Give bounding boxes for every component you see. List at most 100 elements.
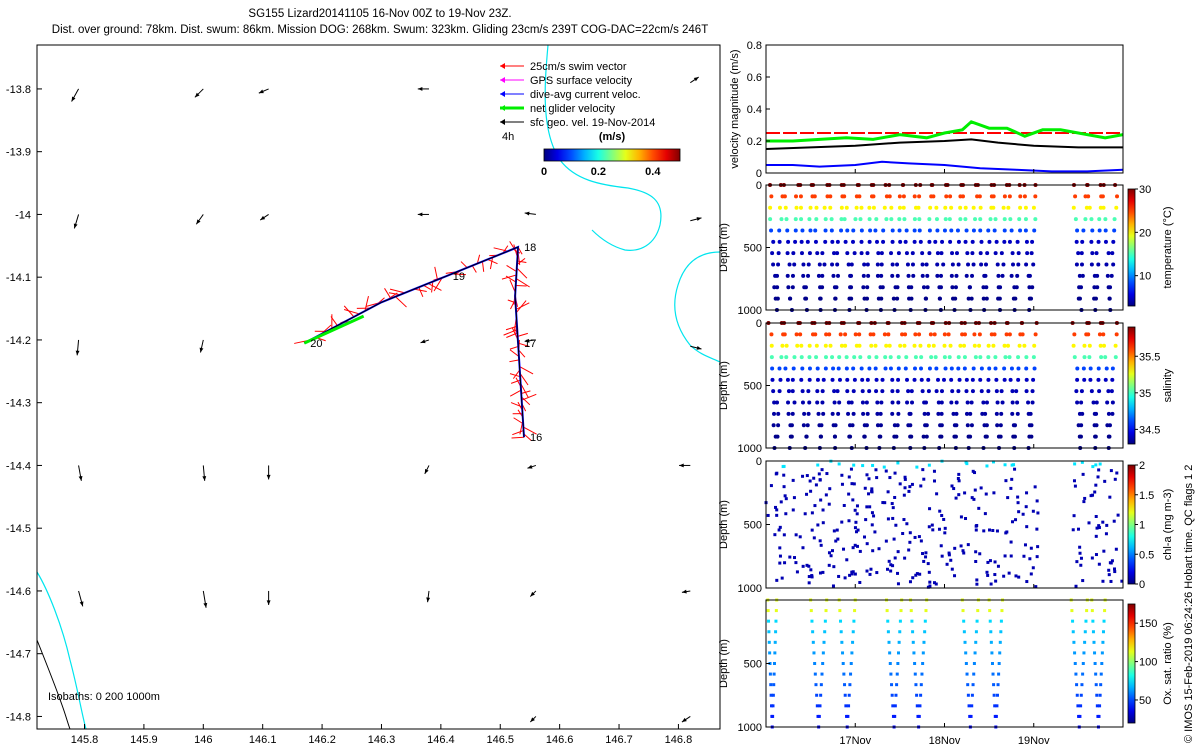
map-x-tick-label: 146.3 — [368, 734, 396, 746]
swim-vector — [506, 264, 517, 272]
legend-label: GPS surface velocity — [530, 75, 633, 87]
sfc-velocity-arrowhead — [696, 217, 702, 221]
salinity-y-tick-label: 0 — [756, 318, 762, 330]
oxygen-colorbar-label: Ox. sat. ratio (%) — [1162, 622, 1174, 705]
sfc-velocity-arrowhead — [527, 464, 533, 469]
swim-vector — [517, 332, 528, 337]
map-x-tick-label: 145.8 — [71, 734, 99, 746]
glider-track — [304, 246, 525, 438]
colorbar-unit-label: (m/s) — [599, 131, 626, 143]
oxygen-colorbar-tick-label: 100 — [1139, 657, 1157, 669]
swim-vector — [431, 281, 434, 293]
isobath-line-deep — [36, 639, 71, 730]
chla-y-tick-label: 500 — [744, 520, 762, 532]
sfc-velocity-arrowhead — [75, 350, 80, 356]
legend-label: net glider velocity — [530, 103, 615, 115]
track-day-label: 17 — [524, 338, 536, 350]
swim-vector — [487, 258, 498, 265]
sfc-velocity-arrowhead — [420, 339, 426, 344]
swim-vector — [520, 383, 529, 398]
legend-arrowhead — [500, 91, 505, 97]
oxygen-axes — [765, 599, 1124, 728]
oxygen-profile-points — [766, 598, 1107, 729]
swim-vector — [343, 309, 360, 315]
swim-vector — [509, 349, 520, 357]
swim-vector — [512, 369, 521, 379]
track-day-label: 20 — [310, 338, 322, 350]
temperature-colorbar-label: temperature (°C) — [1162, 206, 1174, 288]
sfc-velocity-arrowhead — [78, 475, 83, 481]
map-y-tick-label: -13.9 — [6, 147, 31, 159]
chla-colorbar-tick-label: 2 — [1139, 460, 1145, 472]
legend-arrowhead — [500, 63, 505, 69]
chla-profile-points — [764, 459, 1124, 589]
colorbar-tick-label: 0.4 — [645, 166, 661, 178]
swim-vector — [423, 284, 432, 291]
swim-vector — [506, 332, 518, 338]
swim-vector — [521, 396, 531, 406]
chla-colorbar-tick-label: 0 — [1139, 579, 1145, 591]
temperature-axes — [765, 184, 1124, 311]
oxygen-y-tick-label: 1000 — [738, 722, 762, 734]
swim-vector — [418, 287, 424, 298]
salinity-colorbar-tick-label: 35.5 — [1139, 351, 1160, 363]
salinity-colorbar — [1127, 326, 1136, 445]
time-x-tick-label: 17Nov — [839, 735, 871, 747]
swim-vector — [509, 241, 519, 255]
map-y-tick-label: -14.7 — [6, 649, 31, 661]
sfc-velocity-arrowhead — [681, 717, 687, 723]
legend-arrowhead — [500, 77, 505, 83]
map-y-tick-label: -14.2 — [6, 335, 31, 347]
sfc-velocity-arrowhead — [71, 96, 76, 102]
sfc-velocity-arrowhead — [696, 346, 702, 350]
chla-colorbar-label: chl-a (mg m-3) — [1162, 489, 1174, 561]
sfc-velocity-arrowhead — [79, 601, 84, 607]
swim-vector — [343, 305, 355, 318]
swim-vector — [427, 283, 442, 291]
map-y-tick-label: -14.4 — [6, 460, 31, 472]
map-x-tick-label: 146.2 — [308, 734, 336, 746]
sfc-velocity-arrowhead — [266, 600, 271, 605]
figure-title: SG155 Lizard20141105 16-Nov 00Z to 19-No… — [248, 8, 512, 20]
velocity-y-tick-label: 0.2 — [747, 136, 762, 148]
swim-vector — [471, 265, 477, 273]
velocity-y-tick-label: 0.6 — [747, 72, 762, 84]
swim-vector — [389, 288, 405, 294]
isobath-line — [36, 571, 87, 730]
oxygen-y-axis-label: Depth (m) — [718, 639, 730, 688]
salinity-colorbar-tick-label: 35 — [1139, 388, 1151, 400]
legend-note: 4h — [502, 131, 514, 143]
dive-avg-current-track — [303, 245, 526, 438]
swim-vector — [517, 342, 530, 347]
sfc-velocity-arrowhead — [524, 211, 530, 216]
swim-vector — [493, 247, 509, 252]
chla-y-tick-label: 0 — [756, 456, 762, 468]
velocity-series-line — [766, 120, 1124, 143]
swim-vector — [395, 296, 407, 308]
legend-arrowhead — [500, 105, 505, 111]
chla-colorbar-tick-label: 0.5 — [1139, 549, 1154, 561]
sfc-velocity-arrowhead — [266, 474, 271, 480]
swim-vector — [511, 436, 525, 439]
temperature-colorbar-tick-label: 30 — [1139, 184, 1151, 196]
map-colorbar — [543, 148, 681, 162]
map-y-tick-label: -14 — [15, 209, 31, 221]
isobath-line — [544, 44, 662, 251]
salinity-y-tick-label: 500 — [744, 381, 762, 393]
colorbar-tick-label: 0 — [541, 166, 547, 178]
sfc-velocity-arrowhead — [426, 597, 431, 603]
legend-label: dive-avg current veloc. — [530, 89, 641, 101]
map-x-tick-label: 146 — [194, 734, 212, 746]
velocity-axes — [765, 44, 1124, 174]
swim-vector — [523, 433, 532, 441]
sfc-velocity-arrowhead — [73, 223, 78, 229]
sfc-velocity-arrowhead — [417, 86, 423, 91]
map-x-tick-label: 146.7 — [605, 734, 633, 746]
copyright-note: © IMOS 15-Feb-2019 06:24:26 Hobart time.… — [1183, 465, 1195, 743]
map-x-tick-label: 146.4 — [427, 734, 455, 746]
swim-vector — [509, 359, 520, 363]
swim-vector — [509, 389, 522, 397]
swim-vector — [388, 292, 401, 296]
salinity-colorbar-tick-label: 34.5 — [1139, 424, 1160, 436]
sfc-velocity-arrowhead — [199, 347, 204, 353]
